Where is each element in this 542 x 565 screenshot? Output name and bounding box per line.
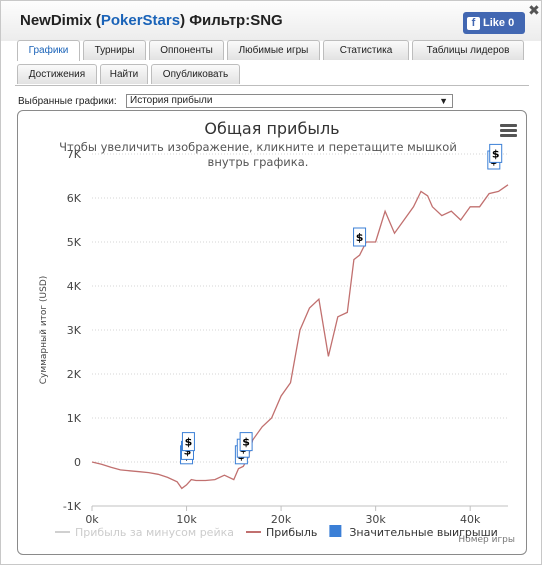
tab-achievements[interactable]: Достижения (17, 64, 97, 84)
legend-item[interactable]: Прибыль (266, 526, 317, 539)
legend-item[interactable]: Прибыль за минусом рейка (75, 526, 234, 539)
chart-panel: Общая прибыль Чтобы увеличить изображени… (17, 110, 527, 555)
tab-find[interactable]: Найти (100, 64, 148, 84)
x-axis-title: Номер игры (458, 535, 515, 545)
title-filter: ) Фильтр:SNG (180, 12, 283, 29)
big-win-marker[interactable] (239, 432, 253, 452)
tab-opponents[interactable]: Оппоненты (149, 40, 224, 60)
x-tick-label: 40k (460, 513, 481, 526)
hamburger-menu-icon[interactable] (500, 124, 517, 137)
tab-publish[interactable]: Опубликовать (151, 64, 240, 84)
big-win-dollar-icon: $ (356, 231, 364, 244)
y-tick-label: 5K (67, 236, 82, 249)
y-tick-label: 4K (67, 280, 82, 293)
chart-selector-label: Выбранные графики: (18, 96, 117, 107)
big-win-dollar-icon: $ (185, 436, 193, 449)
title-site-link[interactable]: PokerStars (100, 12, 181, 29)
tab-charts[interactable]: Графики (17, 40, 80, 61)
x-tick-label: 30k (365, 513, 386, 526)
big-win-marker[interactable] (489, 143, 503, 163)
y-tick-label: 3K (67, 324, 82, 337)
tab-tournaments[interactable]: Турниры (83, 40, 146, 60)
dropdown-arrow-icon: ▼ (439, 96, 448, 106)
chart-selector[interactable]: История прибыли ▼ (126, 94, 453, 108)
close-icon[interactable]: ✖ (528, 2, 540, 18)
y-axis-title: Суммарный итог (USD) (39, 276, 49, 385)
x-tick-label: 10k (176, 513, 197, 526)
facebook-icon: f (467, 16, 480, 30)
series-line-profit[interactable] (91, 184, 509, 490)
title-player: NewDimix ( (20, 12, 101, 29)
big-win-marker[interactable] (353, 227, 367, 247)
title-bar: NewDimix (PokerStars) Фильтр:SNG f Like … (1, 1, 541, 41)
window-title: NewDimix (PokerStars) Фильтр:SNG (20, 12, 283, 29)
x-tick-label: 20k (271, 513, 292, 526)
y-tick-label: 0 (74, 456, 81, 469)
y-tick-label: 6K (67, 192, 82, 205)
tab-statistics[interactable]: Статистика (323, 40, 409, 60)
chart-subtitle: Чтобы увеличить изображение, кликните и … (59, 140, 457, 169)
tab-favorite-games[interactable]: Любимые игры (227, 40, 320, 60)
legend-item[interactable]: Значительные выигрыши (349, 526, 497, 539)
legend-symbol[interactable] (329, 525, 342, 537)
facebook-like-button[interactable]: f Like 0 (463, 12, 525, 34)
tab-bar: Графики Турниры Оппоненты Любимые игры С… (17, 40, 527, 86)
chart-title: Общая прибыль (204, 119, 340, 138)
like-label: Like 0 (483, 17, 515, 29)
big-win-marker[interactable] (181, 432, 195, 452)
big-win-dollar-icon: $ (242, 436, 250, 449)
tab-leaderboards[interactable]: Таблицы лидеров (412, 40, 524, 60)
big-win-dollar-icon: $ (492, 147, 500, 160)
y-tick-label: -1K (63, 500, 82, 513)
x-tick-label: 0k (85, 513, 99, 526)
y-tick-label: 1K (67, 412, 82, 425)
tab-divider (15, 85, 529, 86)
y-tick-label: 7K (67, 148, 82, 161)
profit-chart[interactable]: -1K 0 1K 2K 3K 4K 5K 6K 7K 0k 10k 20k 30k 40k Суммарны… (18, 111, 526, 554)
y-tick-label: 2K (67, 368, 82, 381)
chart-selector-value: История прибыли (130, 95, 213, 106)
